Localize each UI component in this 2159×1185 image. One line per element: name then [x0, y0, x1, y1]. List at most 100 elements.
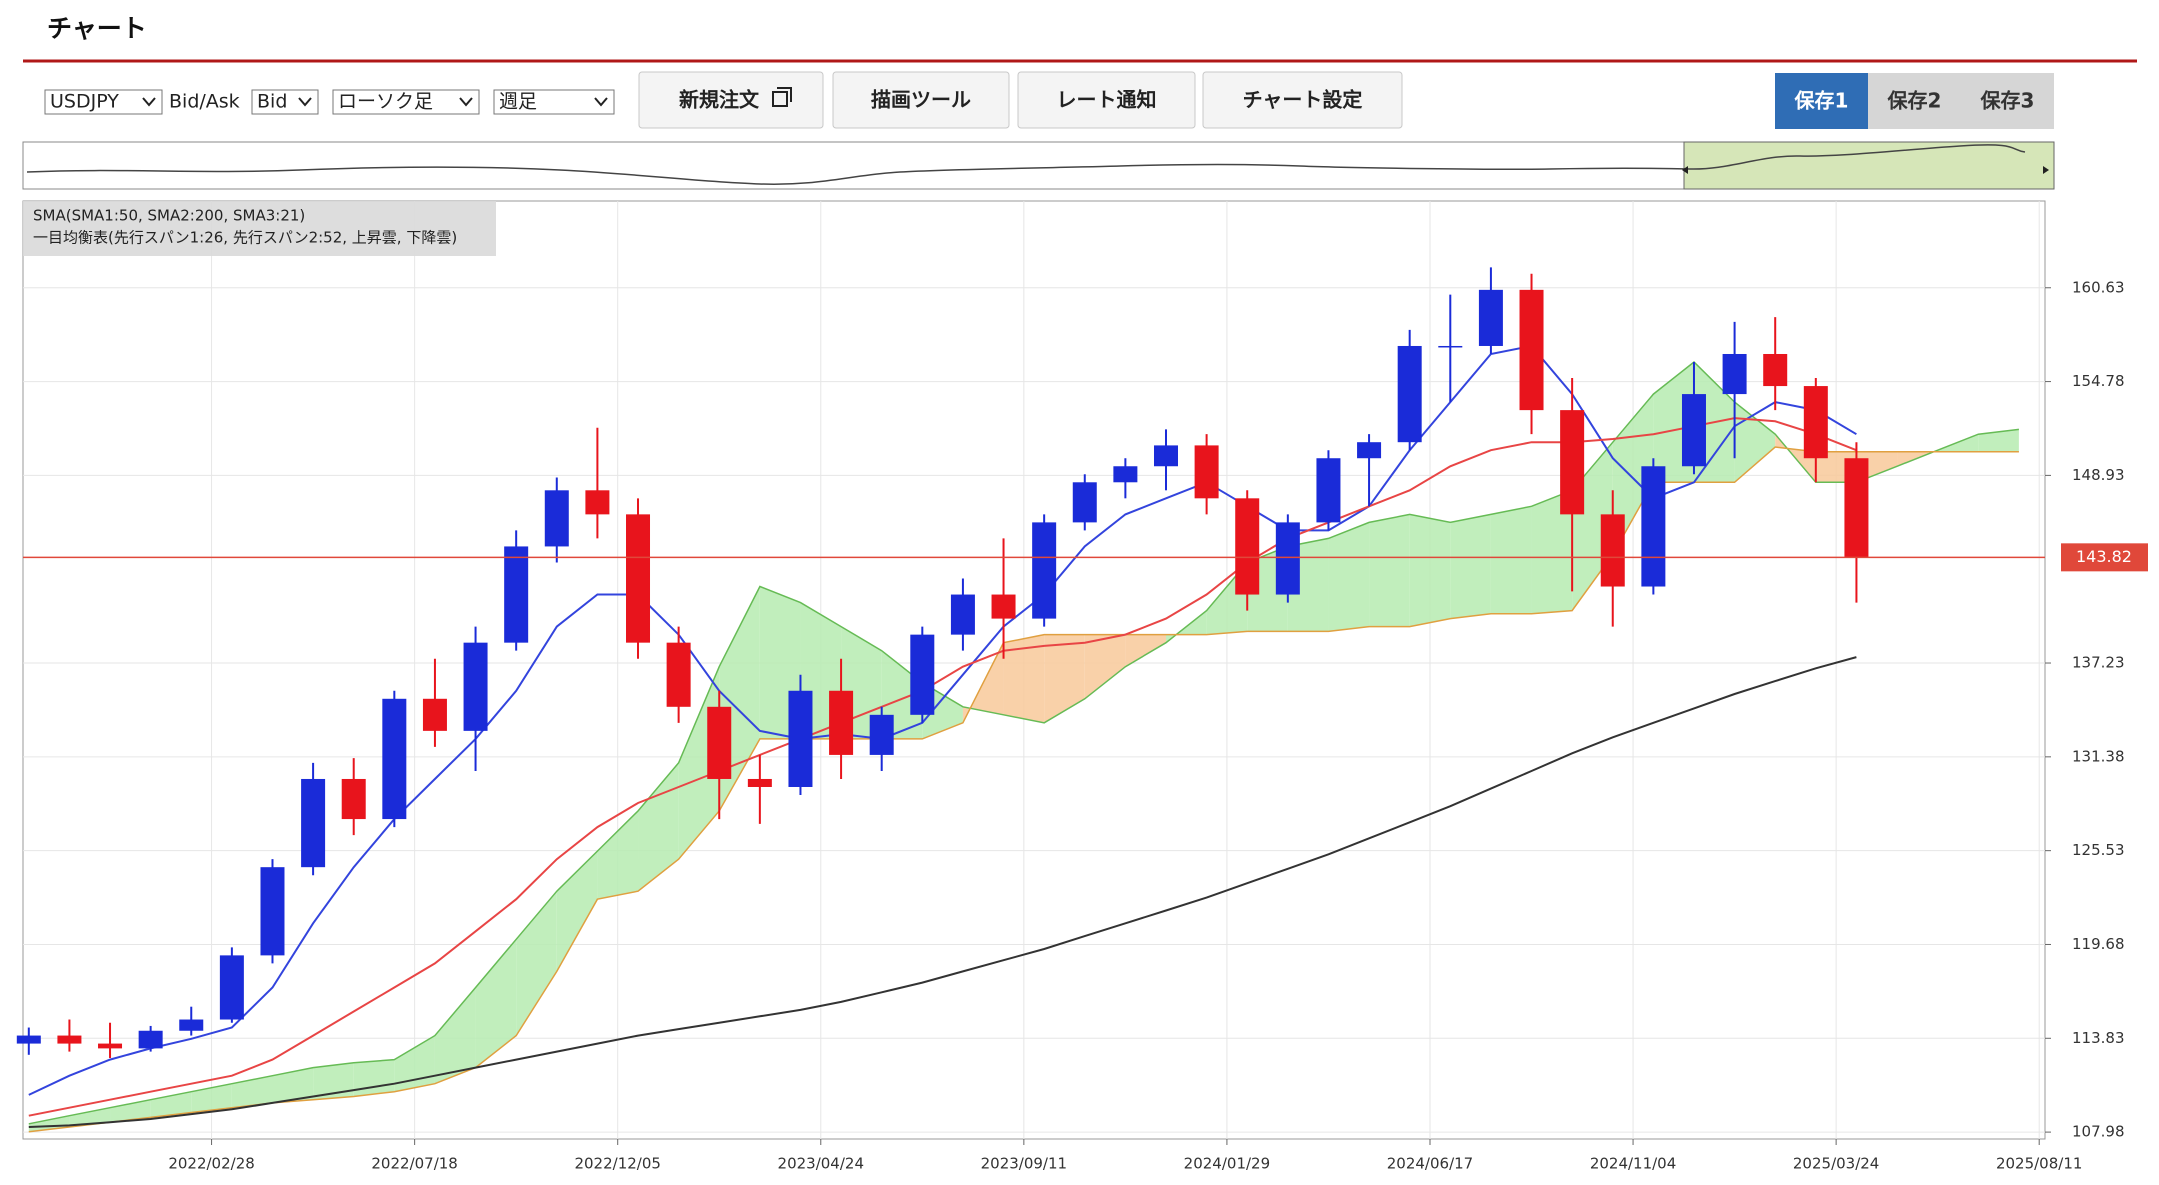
- button-label[interactable]: レート通知: [1057, 88, 1157, 112]
- cloud-fill: [313, 1062, 354, 1100]
- select-box[interactable]: [332, 89, 480, 115]
- cloud-fill: [1369, 514, 1410, 627]
- candle-body: [626, 514, 651, 643]
- current-price-box: [2061, 543, 2148, 572]
- y-tick-label: 160.63: [2072, 278, 2125, 296]
- candle-body: [1722, 353, 1747, 395]
- axes: 107.98 113.83 119.68 125.53 131.38 137.23 148.…: [23, 278, 2148, 1173]
- candle-body: [1194, 445, 1219, 499]
- select-text[interactable]: Bid: [257, 91, 287, 113]
- candles: [16, 267, 1869, 1059]
- candle-body: [1681, 394, 1706, 467]
- x-tick-label: 2022/07/18: [371, 1155, 457, 1173]
- candle-body: [910, 634, 935, 715]
- cloud-fill: [1978, 429, 2019, 452]
- candle-body: [747, 778, 772, 787]
- candle-body: [585, 490, 610, 515]
- toolbar-button[interactable]: [638, 71, 824, 129]
- y-tick-label: 148.93: [2072, 466, 2125, 484]
- candle-body: [504, 546, 529, 643]
- chart-kind-select[interactable]: ローソク足: [332, 89, 480, 115]
- y-tick-label: 107.98: [2072, 1123, 2125, 1141]
- navigator-line: [26, 144, 2026, 185]
- x-tick-label: 2024/11/04: [1590, 1155, 1676, 1173]
- save-tab[interactable]: [1775, 73, 1868, 129]
- price-side-select[interactable]: Bid: [251, 89, 319, 115]
- candle-body: [1072, 482, 1097, 523]
- candle-body: [1763, 353, 1788, 387]
- select-text[interactable]: USDJPY: [50, 91, 119, 113]
- candle-body: [138, 1030, 163, 1049]
- cloud-fill: [1084, 634, 1126, 699]
- header-title: チャート: [47, 14, 147, 43]
- save-tab-label[interactable]: 保存1: [1794, 89, 1849, 113]
- candle-body: [260, 867, 285, 956]
- select-text[interactable]: ローソク足: [338, 91, 433, 113]
- x-tick-label: 2025/08/11: [1996, 1155, 2082, 1173]
- candle-body: [1844, 458, 1869, 558]
- x-tick-label: 2024/06/17: [1387, 1155, 1473, 1173]
- candle-body: [1357, 442, 1382, 459]
- candle-body: [1032, 522, 1057, 619]
- select-box[interactable]: [493, 89, 615, 115]
- cloud-fill: [191, 1083, 232, 1113]
- cloud-fill: [353, 1059, 395, 1097]
- candle-body: [1560, 410, 1585, 515]
- candle-body: [341, 778, 366, 820]
- candle-body: [1397, 345, 1422, 443]
- y-tick-label: 154.78: [2072, 372, 2125, 390]
- candle-body: [1641, 466, 1666, 587]
- cloud-fill: [1490, 506, 1532, 614]
- toolbar-buttons: 新規注文 描画ツール レート通知 チャート設定: [638, 71, 1403, 129]
- save-tabs: 保存1 保存2 保存3: [1775, 73, 2054, 129]
- save-tab[interactable]: [1961, 73, 2054, 129]
- cloud-fill: [1003, 634, 1045, 723]
- symbol-select[interactable]: USDJPY: [44, 89, 163, 115]
- candle-body: [57, 1035, 82, 1044]
- candle-body: [1153, 445, 1178, 467]
- toolbar-button[interactable]: [1017, 71, 1196, 129]
- candle-body: [1113, 466, 1138, 483]
- select-text[interactable]: 週足: [499, 91, 537, 113]
- cloud-fill: [1044, 634, 1085, 723]
- candle-body: [422, 698, 447, 731]
- new-window-icon: [777, 87, 792, 102]
- cloud-fill: [1450, 514, 1491, 619]
- toolbar-button[interactable]: [1202, 71, 1403, 129]
- y-tick-label: 119.68: [2072, 935, 2125, 953]
- x-tick-label: 2023/04/24: [778, 1155, 864, 1173]
- timeframe-select[interactable]: 週足: [493, 89, 615, 115]
- sma-line: [28, 344, 1857, 1096]
- cloud-fill: [638, 762, 679, 892]
- button-label[interactable]: チャート設定: [1243, 88, 1363, 112]
- select-box[interactable]: [44, 89, 163, 115]
- select-arrow: [459, 97, 473, 107]
- legend-line: 一目均衡表(先行スパン1:26, 先行スパン2:52, 上昇雲, 下降雲): [33, 229, 457, 247]
- toolbar-button[interactable]: [832, 71, 1010, 129]
- candle-body: [1235, 498, 1260, 595]
- cloud-fill: [1125, 634, 1166, 667]
- candle-body: [1275, 522, 1300, 595]
- save-tab[interactable]: [1868, 73, 1961, 129]
- candle-body: [869, 714, 894, 755]
- cloud-fill: [597, 811, 639, 900]
- button-label[interactable]: 描画ツール: [871, 88, 971, 112]
- navigator-window[interactable]: [1683, 141, 2055, 190]
- x-tick-label: 2022/12/05: [574, 1155, 660, 1173]
- candle-body: [98, 1043, 123, 1049]
- x-tick-label: 2024/01/29: [1184, 1155, 1270, 1173]
- span-b-line: [28, 446, 2019, 1133]
- candle-body: [179, 1019, 204, 1031]
- bid-ask-label: Bid/Ask: [169, 91, 240, 113]
- button-label[interactable]: 新規注文: [679, 88, 760, 112]
- x-tick-label: 2022/02/28: [168, 1155, 254, 1173]
- candle-body: [463, 642, 488, 731]
- candle-body: [1316, 458, 1341, 523]
- sma-line: [28, 656, 1857, 1128]
- cloud-fill: [272, 1067, 314, 1103]
- save-tab-label[interactable]: 保存3: [1980, 89, 2035, 113]
- y-tick-label: 125.53: [2072, 841, 2125, 859]
- cloud-fill: [1734, 402, 1776, 483]
- save-tab-label[interactable]: 保存2: [1887, 89, 1942, 113]
